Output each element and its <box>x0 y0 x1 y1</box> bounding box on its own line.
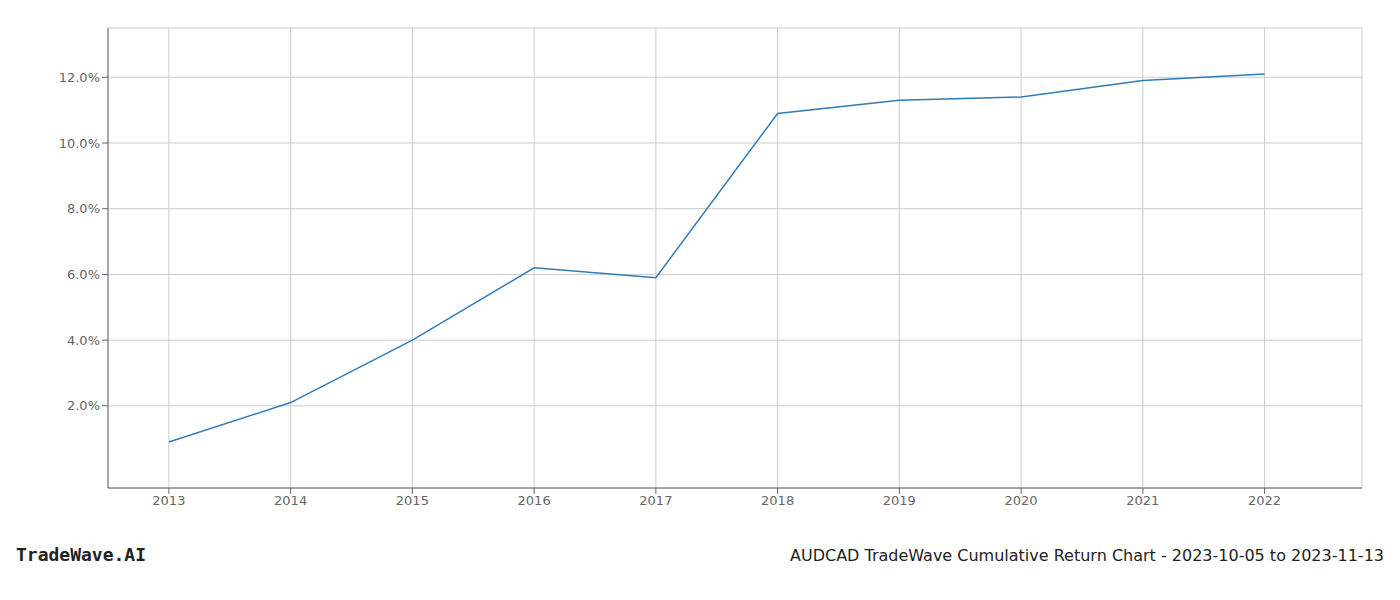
svg-text:2022: 2022 <box>1248 493 1281 508</box>
svg-text:10.0%: 10.0% <box>59 136 100 151</box>
svg-text:2021: 2021 <box>1126 493 1159 508</box>
svg-text:2015: 2015 <box>396 493 429 508</box>
svg-text:6.0%: 6.0% <box>67 267 100 282</box>
svg-text:2014: 2014 <box>274 493 307 508</box>
svg-text:2020: 2020 <box>1005 493 1038 508</box>
svg-text:12.0%: 12.0% <box>59 70 100 85</box>
svg-text:4.0%: 4.0% <box>67 333 100 348</box>
svg-text:2013: 2013 <box>152 493 185 508</box>
svg-text:2016: 2016 <box>518 493 551 508</box>
svg-text:2017: 2017 <box>639 493 672 508</box>
svg-text:2.0%: 2.0% <box>67 398 100 413</box>
html-text:AUDCAD TradeWave Cumulative Re: AUDCAD TradeWave Cumulative Return Chart… <box>790 546 1384 565</box>
svg-text:8.0%: 8.0% <box>67 201 100 216</box>
html-text:TradeWave.AI: TradeWave.AI <box>16 544 146 565</box>
svg-text:2018: 2018 <box>761 493 794 508</box>
svg-text:2019: 2019 <box>883 493 916 508</box>
